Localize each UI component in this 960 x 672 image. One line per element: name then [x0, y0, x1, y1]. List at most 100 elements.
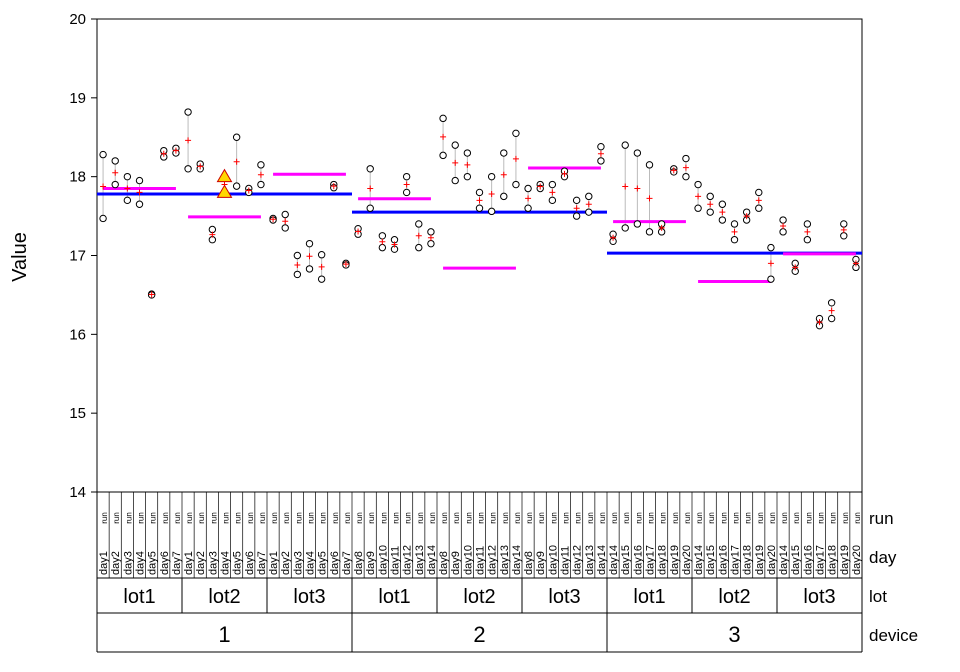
day-mean-marker [767, 260, 774, 267]
y-axis-label: Value [9, 232, 31, 282]
data-point [706, 192, 714, 201]
day-label: day10 [547, 545, 559, 575]
day-label: day11 [560, 546, 572, 575]
run-label: run [817, 512, 826, 524]
data-point [524, 184, 532, 193]
data-point [500, 192, 508, 201]
day-mean-marker [452, 159, 459, 166]
run-label: run [294, 512, 303, 524]
data-point [451, 176, 459, 185]
day-label: day19 [754, 545, 766, 575]
data-point [415, 220, 423, 228]
run-label: run [112, 512, 121, 524]
day-mean-marker [622, 183, 629, 190]
run-label: run [149, 512, 158, 524]
lot-label: lot1 [123, 586, 155, 608]
data-point [767, 275, 775, 283]
day-mean-marker [537, 183, 544, 190]
data-point [633, 220, 642, 228]
data-point [475, 188, 484, 197]
run-label: run [792, 512, 801, 524]
data-point [487, 172, 496, 181]
run-label: run [622, 512, 631, 524]
data-point [512, 129, 520, 138]
day-mean-marker [792, 264, 799, 271]
run-label: run [100, 512, 109, 524]
lot-label: lot3 [803, 586, 835, 608]
day-mean-marker [209, 231, 216, 238]
data-point [366, 165, 374, 173]
data-point [439, 151, 447, 160]
data-point [730, 236, 739, 244]
data-point [487, 207, 496, 216]
lot-label: lot3 [548, 586, 580, 608]
data-point [317, 275, 326, 283]
day-label: day15 [790, 545, 802, 575]
day-label: day19 [839, 545, 851, 575]
data-point [548, 180, 557, 189]
run-label: run [537, 512, 546, 524]
data-point [572, 212, 581, 220]
day-mean-marker [367, 185, 374, 192]
data-point [415, 243, 423, 252]
day-mean-marker [695, 193, 702, 200]
day-label: day12 [402, 545, 414, 575]
day-label: day12 [487, 545, 499, 575]
day-label: day17 [645, 545, 657, 575]
factor-table: runday1runday2runday3runday4runday5runda… [96, 491, 918, 653]
day-mean-marker [804, 228, 811, 235]
data-point [463, 172, 472, 181]
day-mean-marker [440, 133, 447, 140]
day-mean-marker [707, 201, 714, 208]
run-label: run [719, 512, 728, 524]
run-label: run [549, 512, 558, 524]
day-mean-marker [816, 319, 823, 326]
day-mean-marker [233, 158, 240, 165]
day-label: day16 [717, 545, 729, 575]
day-mean-marker [318, 263, 325, 270]
day-label: day2 [110, 551, 122, 575]
day-label: day9 [535, 551, 547, 575]
day-label: day6 [244, 551, 256, 575]
day-mean-marker [610, 234, 617, 241]
day-mean-marker [282, 218, 289, 225]
run-label: run [513, 512, 522, 524]
day-label: day6 [159, 551, 171, 575]
device-label: 2 [473, 622, 485, 647]
data-point [645, 228, 654, 236]
day-label: day11 [475, 546, 487, 575]
run-label: run [683, 512, 692, 524]
run-label: run [732, 512, 741, 524]
day-label: day19 [669, 545, 681, 575]
data-point [257, 180, 265, 189]
data-point [305, 239, 314, 248]
day-label: day7 [341, 551, 353, 575]
data-point [366, 204, 374, 212]
run-label: run [671, 512, 680, 524]
day-mean-marker [646, 195, 653, 202]
day-mean-marker [427, 234, 434, 241]
run-label: run [416, 512, 425, 524]
day-mean-marker [136, 189, 143, 196]
day-mean-marker [185, 137, 192, 144]
data-point [257, 161, 265, 169]
day-label: day17 [815, 545, 827, 575]
day-mean-marker [731, 228, 738, 235]
day-mean-marker [476, 197, 483, 204]
data-point [755, 188, 763, 197]
day-label: day12 [572, 545, 584, 575]
data-point [427, 239, 435, 248]
data-point [293, 270, 302, 279]
day-mean-marker [634, 185, 641, 192]
day-label: day13 [414, 545, 426, 575]
y-tick-label: 18 [69, 169, 86, 186]
data-point [305, 265, 314, 273]
run-label: run [841, 512, 850, 524]
data-point [706, 208, 714, 216]
data-point [803, 220, 812, 228]
day-mean-marker [172, 147, 179, 154]
day-mean-marker [112, 169, 119, 176]
day-label: day5 [147, 551, 159, 575]
day-label: day15 [705, 545, 717, 575]
device-label: 3 [728, 622, 740, 647]
